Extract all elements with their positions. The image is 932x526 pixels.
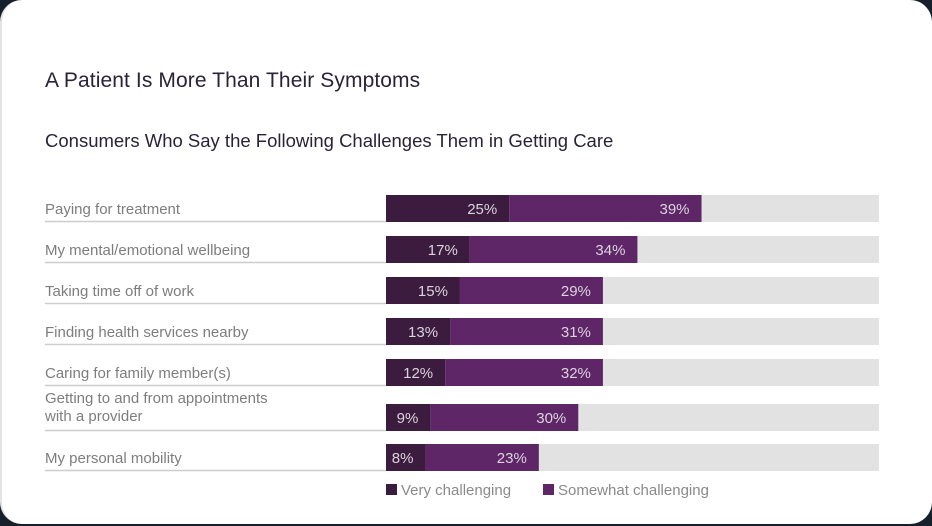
category-label: with a provider [44,408,143,425]
bar-very-challenging [386,404,431,431]
bar-somewhat-challenging [509,195,702,222]
data-label: 13% [408,324,438,341]
legend-swatch-very [386,484,397,495]
legend-swatch-somewhat [543,484,554,495]
bar-somewhat-challenging [425,444,539,471]
category-label: Taking time off of work [45,283,194,300]
data-label: 23% [497,450,527,467]
bar-somewhat-challenging [459,277,603,304]
bar-very-challenging [386,444,426,471]
legend-label: Somewhat challenging [558,482,709,499]
data-label: 17% [428,242,458,259]
data-label: 29% [561,283,591,300]
data-label: 32% [561,365,591,382]
data-label: 25% [467,201,497,218]
chart-subtitle: Consumers Who Say the Following Challeng… [45,130,614,151]
data-label: 9% [397,410,419,427]
category-label: My personal mobility [45,450,182,467]
bar-very-challenging [386,277,460,304]
bar-very-challenging [386,236,470,263]
bar-somewhat-challenging [445,359,603,386]
legend-label: Very challenging [401,482,511,499]
category-label: Paying for treatment [45,201,181,218]
data-label: 31% [561,324,591,341]
data-label: 39% [659,201,689,218]
category-label: My mental/emotional wellbeing [45,242,250,259]
data-label: 12% [403,365,433,382]
bar-somewhat-challenging [450,318,603,345]
data-label: 8% [392,450,414,467]
bar-somewhat-challenging [469,236,638,263]
category-label: Finding health services nearby [45,324,249,341]
data-label: 30% [536,410,566,427]
bar-very-challenging [386,359,446,386]
data-label: 34% [595,242,625,259]
data-label: 15% [418,283,448,300]
category-label: Caring for family member(s) [45,365,231,382]
bar-somewhat-challenging [430,404,579,431]
chart-title: A Patient Is More Than Their Symptoms [45,69,421,92]
category-label: Getting to and from appointments [45,390,268,407]
bar-very-challenging [386,195,510,222]
bar-very-challenging [386,318,451,345]
